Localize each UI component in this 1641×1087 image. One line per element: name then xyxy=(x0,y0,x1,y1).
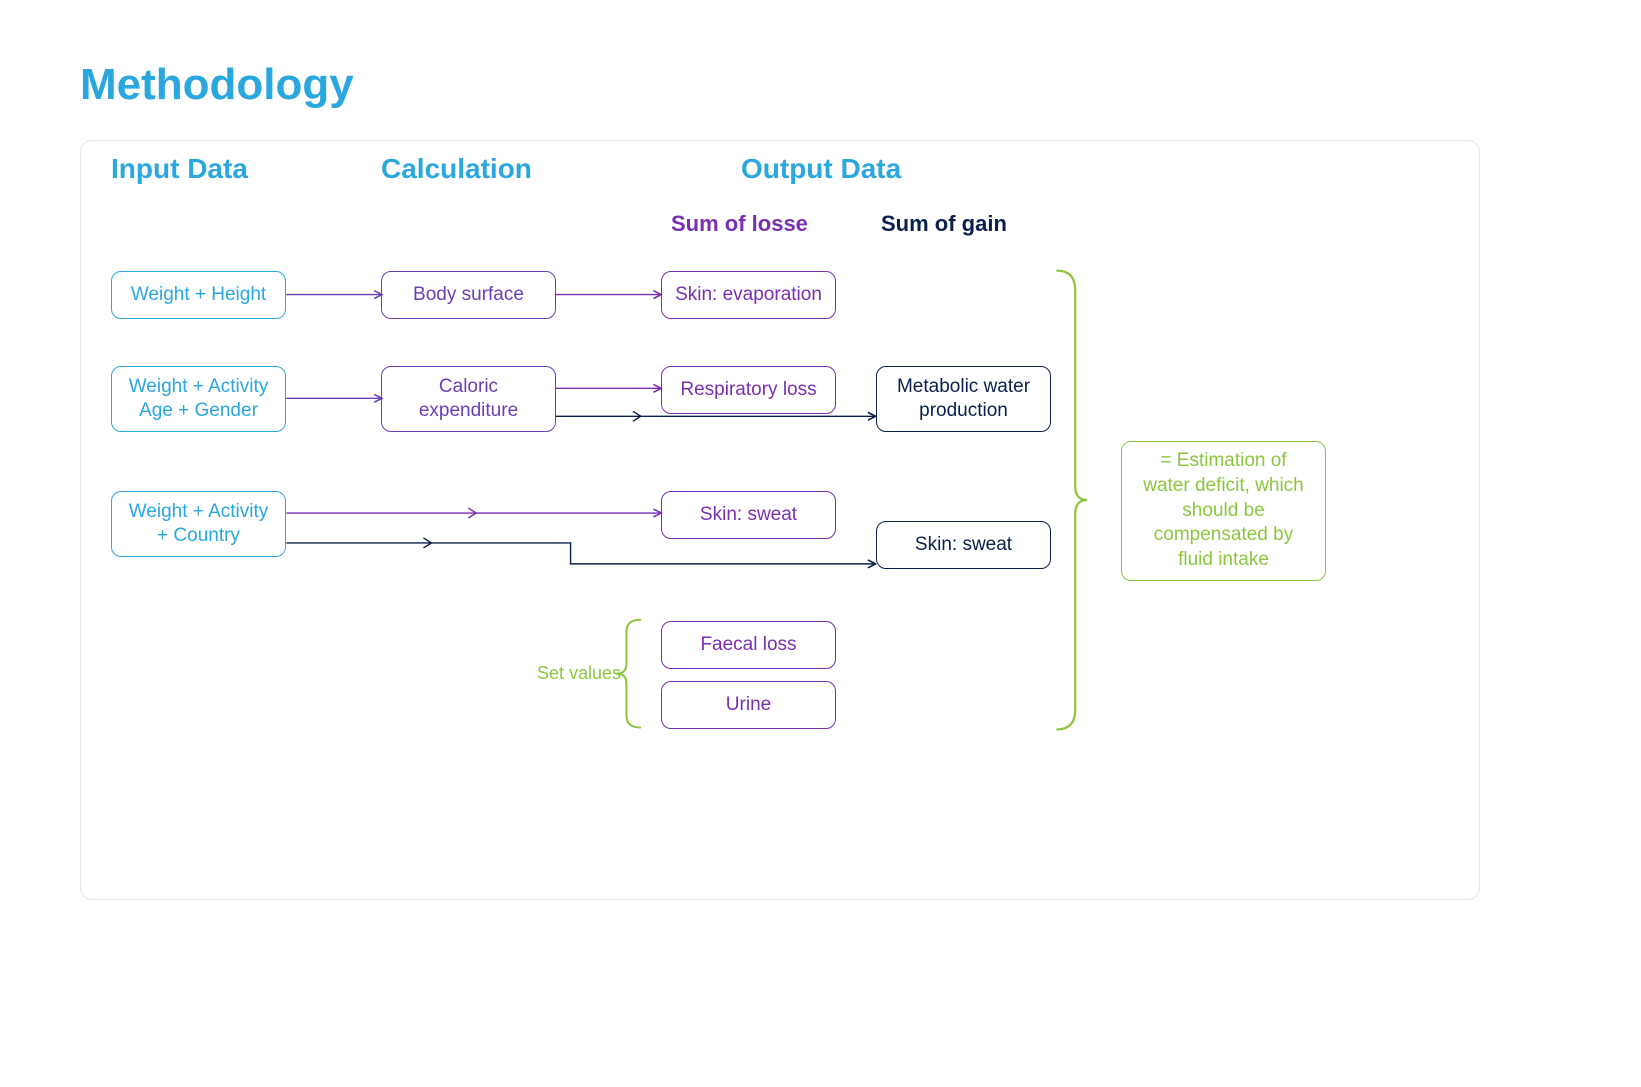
result-box: = Estimation of water deficit, which sho… xyxy=(1121,441,1326,581)
node-loss5: Urine xyxy=(661,681,836,729)
node-loss4: Faecal loss xyxy=(661,621,836,669)
node-calc1: Body surface xyxy=(381,271,556,319)
set-values-label: Set values xyxy=(531,663,621,684)
node-loss3: Skin: sweat xyxy=(661,491,836,539)
subheader-gain: Sum of gain xyxy=(881,211,1007,237)
node-in2: Weight + ActivityAge + Gender xyxy=(111,366,286,432)
header-input: Input Data xyxy=(111,153,248,185)
node-loss2: Respiratory loss xyxy=(661,366,836,414)
node-gain1: Metabolic waterproduction xyxy=(876,366,1051,432)
node-in1: Weight + Height xyxy=(111,271,286,319)
header-calc: Calculation xyxy=(381,153,532,185)
subheader-losses: Sum of losse xyxy=(671,211,808,237)
node-loss1: Skin: evaporation xyxy=(661,271,836,319)
page-title: Methodology xyxy=(80,60,1561,110)
header-output: Output Data xyxy=(741,153,901,185)
node-gain2: Skin: sweat xyxy=(876,521,1051,569)
methodology-panel: Input Data Calculation Output Data Sum o… xyxy=(80,140,1480,900)
node-in3: Weight + Activity+ Country xyxy=(111,491,286,557)
node-calc2: Caloricexpenditure xyxy=(381,366,556,432)
